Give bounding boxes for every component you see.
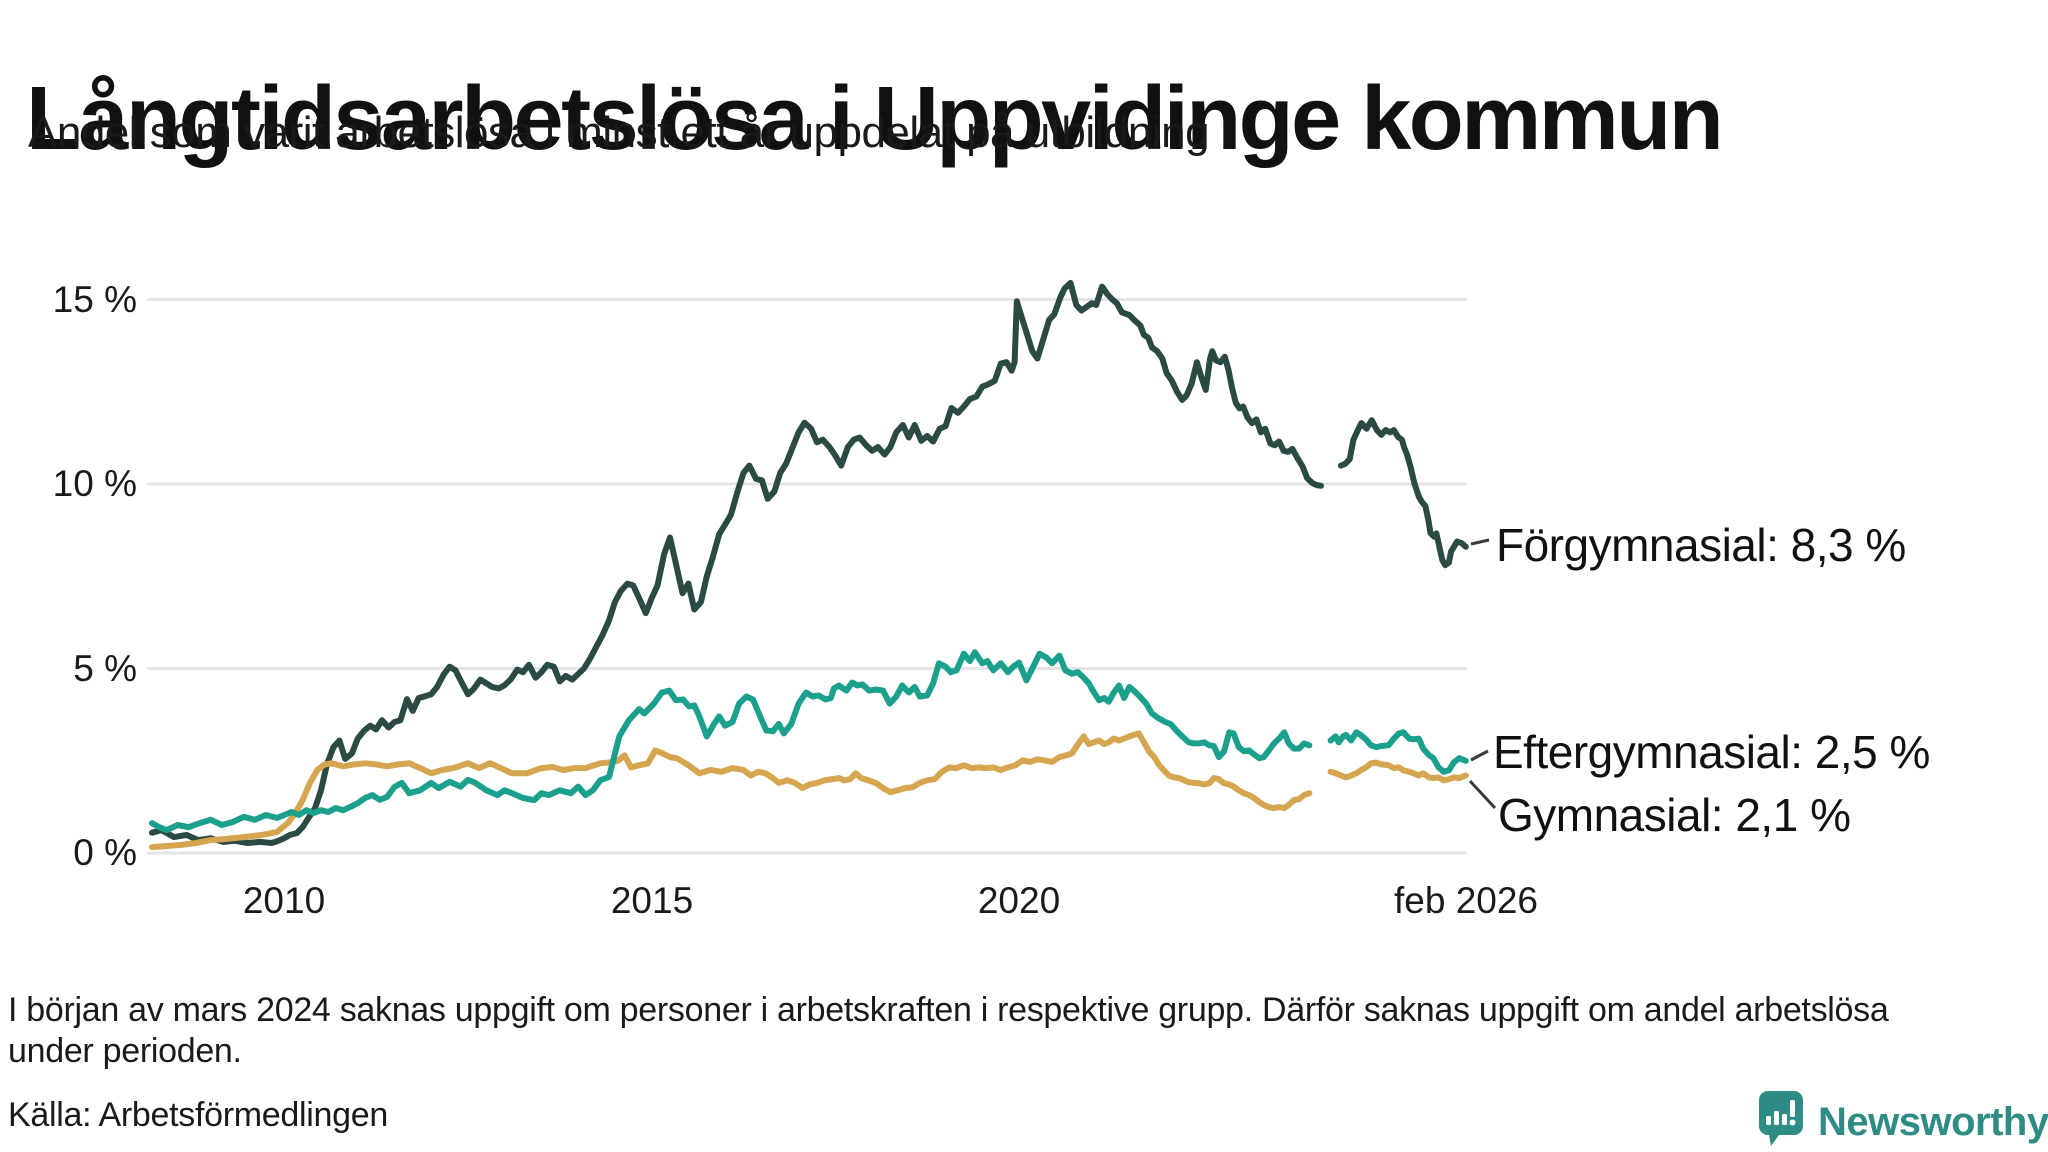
newsworthy-wordmark: Newsworthy bbox=[1818, 1099, 2048, 1144]
label-connectors bbox=[1468, 538, 1497, 810]
connector-forgymnasial bbox=[1470, 538, 1490, 546]
series-end-label-eftergymnasial: Eftergymnasial: 2,5 % bbox=[1493, 726, 1930, 778]
x-tick-label-2020: 2020 bbox=[977, 880, 1061, 921]
y-tick-label-5: 5 % bbox=[73, 647, 137, 689]
page-title: Långtidsarbetslösa i Uppvidinge kommun bbox=[26, 69, 1724, 170]
series-line-forgymnasial bbox=[149, 279, 1469, 846]
x-tick-label-2010: 2010 bbox=[242, 880, 326, 921]
connector-eftergymnasial bbox=[1470, 749, 1489, 762]
series-line-eftergymnasial bbox=[149, 649, 1469, 834]
newsworthy-branding: Newsworthy bbox=[1758, 1090, 2048, 1152]
series-end-label-gymnasial: Gymnasial: 2,1 % bbox=[1498, 789, 1851, 841]
x-tick-label-2015: 2015 bbox=[610, 880, 694, 921]
page-subtitle: Andel som varit arbetslösa i minst ett å… bbox=[28, 108, 1210, 157]
series-lines bbox=[149, 279, 1469, 851]
x-tick-label-feb-2026: feb 2026 bbox=[1393, 880, 1539, 921]
source-credit: Källa: Arbetsförmedlingen bbox=[8, 1096, 388, 1134]
y-tick-label-10: 10 % bbox=[52, 463, 137, 504]
footnote: I början av mars 2024 saknas uppgift om … bbox=[8, 991, 1889, 1070]
series-end-label-forgymnasial: Förgymnasial: 8,3 % bbox=[1496, 519, 1906, 571]
newsworthy-logo-icon bbox=[1758, 1090, 1804, 1152]
y-tick-label-0: 0 % bbox=[73, 832, 137, 873]
gridlines bbox=[147, 298, 1467, 855]
series-line-gymnasial bbox=[149, 730, 1469, 851]
y-tick-label-15: 15 % bbox=[52, 278, 137, 320]
connector-gymnasial bbox=[1468, 779, 1497, 810]
